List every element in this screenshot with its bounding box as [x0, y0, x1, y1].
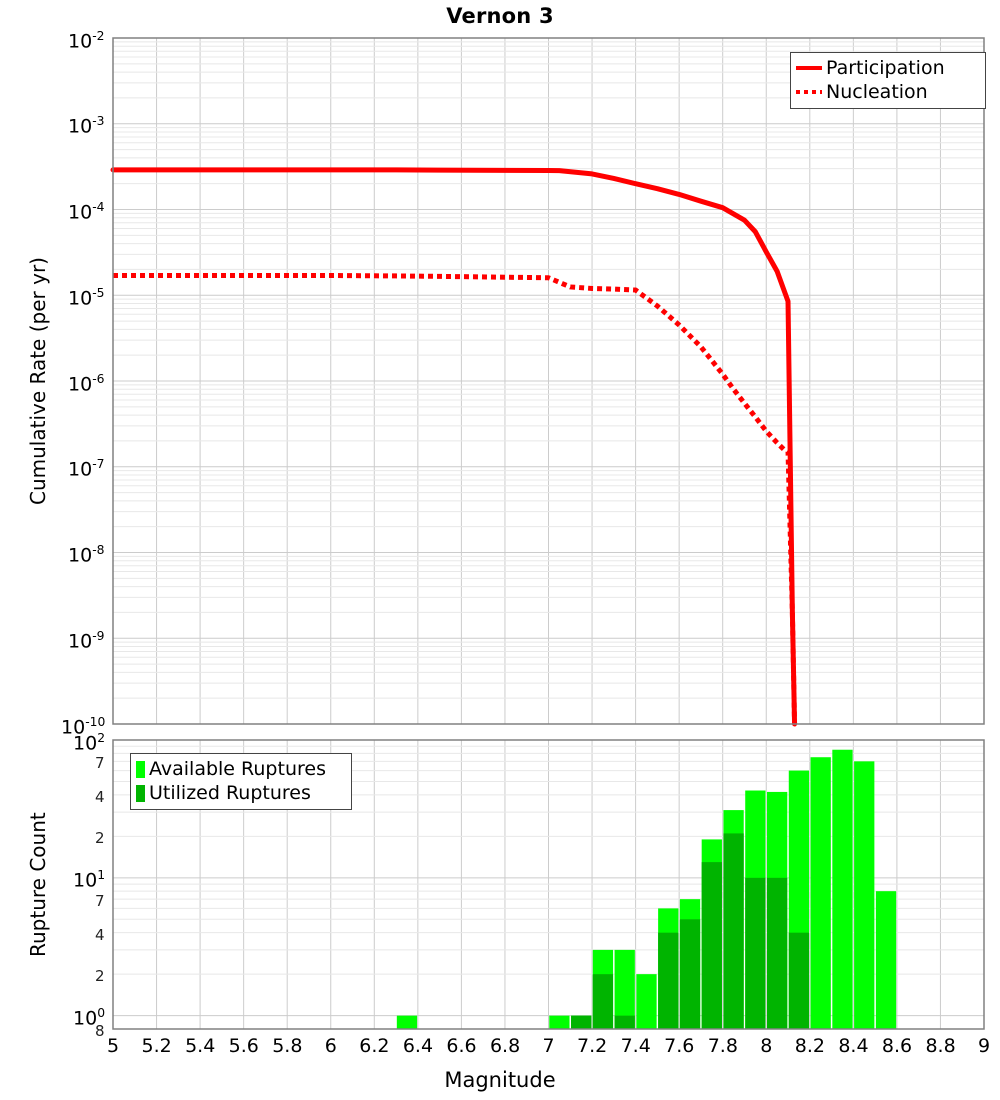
bottom-panel-y-axis-label: Rupture Count [26, 812, 50, 957]
bottom-y-tick-label: 2 [95, 967, 105, 986]
bar-available-ruptures [658, 908, 679, 1029]
top-panel-y-axis-label: Cumulative Rate (per yr) [26, 257, 50, 505]
top-y-tick-label: 10-7 [68, 457, 105, 481]
bar-utilized-ruptures [592, 974, 614, 1029]
top-y-tick-label: 10-2 [68, 28, 105, 52]
x-tick-label: 8.8 [925, 1035, 956, 1057]
x-tick-label: 7.2 [577, 1035, 608, 1057]
dotted-line-icon [796, 90, 822, 94]
bottom-y-tick-label: 4 [95, 925, 105, 944]
bottom-panel-legend: Available Ruptures Utilized Ruptures [130, 753, 352, 810]
x-tick-label: 8.6 [881, 1035, 913, 1057]
x-tick-label: 6.6 [446, 1035, 477, 1057]
bar-utilized-ruptures [745, 877, 766, 1029]
top-y-tick-label: 10-3 [68, 114, 105, 138]
bar-utilized-ruptures [658, 932, 679, 1029]
bar-utilized-ruptures [614, 1015, 635, 1029]
bar-available-ruptures [592, 949, 614, 1029]
bar-available-ruptures [810, 757, 831, 1029]
bar-available-ruptures [396, 1015, 418, 1029]
solid-line-icon [796, 66, 822, 70]
bar-utilized-ruptures [701, 862, 722, 1029]
x-tick-label: 7.4 [620, 1035, 651, 1057]
x-tick-label: 8 [760, 1035, 773, 1057]
x-tick-label: 5 [107, 1035, 120, 1057]
x-tick-label: 7.8 [707, 1035, 738, 1057]
x-tick-label: 7.6 [664, 1035, 695, 1057]
bar-utilized-ruptures [767, 877, 788, 1029]
x-axis-label: Magnitude [444, 1068, 556, 1092]
available-color-swatch [136, 760, 145, 778]
top-panel-legend: Participation Nucleation [790, 52, 986, 109]
bar-utilized-ruptures [723, 833, 744, 1029]
chart-title: Vernon 3 [446, 4, 554, 28]
bar-available-ruptures [745, 790, 766, 1029]
bottom-y-tick-label: 101 [73, 868, 106, 892]
bar-available-ruptures [723, 810, 744, 1029]
top-y-tick-label: 10-6 [68, 371, 105, 395]
bottom-y-tick-label: 7 [95, 892, 105, 911]
legend-label: Utilized Ruptures [149, 782, 311, 804]
top-plot-background [113, 38, 984, 724]
x-tick-label: 5.8 [272, 1035, 303, 1057]
bar-utilized-ruptures [679, 919, 701, 1029]
legend-label: Available Ruptures [149, 758, 326, 780]
bar-utilized-ruptures [571, 1015, 592, 1029]
curve-participation [110, 167, 798, 727]
curve-nucleation [113, 272, 798, 725]
top-y-tick-label: 10-8 [68, 543, 105, 567]
x-tick-label: 5.2 [141, 1035, 172, 1057]
bar-available-ruptures [636, 974, 657, 1029]
x-tick-label: 6 [324, 1035, 337, 1057]
top-y-tick-label: 10-4 [68, 200, 105, 224]
bar-available-ruptures [549, 1015, 570, 1029]
legend-item-available-ruptures[interactable]: Available Ruptures [136, 757, 345, 781]
bar-available-ruptures [571, 1015, 592, 1029]
bar-available-ruptures [614, 949, 635, 1029]
bottom-y-tick-label: 8 [95, 1022, 105, 1040]
legend-label: Participation [826, 57, 945, 79]
x-tick-label: 6.2 [359, 1035, 390, 1057]
bar-available-ruptures [875, 891, 897, 1029]
x-tick-label: 8.4 [838, 1035, 869, 1057]
legend-item-participation[interactable]: Participation [796, 56, 979, 80]
x-tick-label: 8.2 [794, 1035, 826, 1057]
legend-item-nucleation[interactable]: Nucleation [796, 80, 979, 104]
bar-available-ruptures [832, 749, 853, 1029]
bar-utilized-ruptures [788, 932, 810, 1029]
bar-available-ruptures [767, 791, 788, 1029]
bar-available-ruptures [701, 839, 722, 1029]
bottom-y-tick-label: 100 [73, 1006, 106, 1030]
bottom-y-tick-label: 102 [73, 730, 106, 754]
bar-available-ruptures [679, 899, 701, 1029]
bar-available-ruptures [854, 761, 875, 1029]
x-tick-label: 9 [978, 1035, 991, 1057]
utilized-color-swatch [136, 784, 145, 802]
x-tick-label: 6.4 [402, 1035, 434, 1057]
bar-available-ruptures [788, 770, 810, 1029]
x-tick-label: 7 [542, 1035, 555, 1057]
legend-label: Nucleation [826, 81, 928, 103]
x-tick-label: 5.4 [185, 1035, 216, 1057]
bottom-y-tick-label: 7 [95, 754, 105, 773]
top-plot-frame [112, 37, 985, 725]
top-y-tick-label: 10-5 [68, 285, 105, 310]
x-tick-label: 5.6 [228, 1035, 259, 1057]
top-y-tick-label: 10-10 [61, 714, 106, 738]
legend-item-utilized-ruptures[interactable]: Utilized Ruptures [136, 781, 345, 805]
x-tick-label: 6.8 [489, 1035, 521, 1057]
bottom-y-tick-label: 4 [95, 787, 105, 806]
bottom-y-tick-label: 2 [95, 829, 105, 848]
top-y-tick-label: 10-9 [68, 628, 105, 653]
